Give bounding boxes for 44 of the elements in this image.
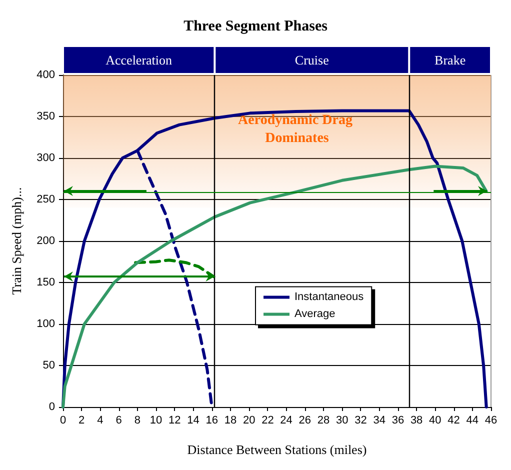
x-tick-label: 18 — [224, 414, 237, 426]
x-tick-label: 32 — [354, 414, 367, 426]
y-tick-label: 350 — [36, 110, 55, 122]
x-axis-title: Distance Between Stations (miles) — [187, 442, 367, 457]
y-tick-label: 250 — [36, 194, 55, 206]
x-tick-label: 26 — [298, 414, 312, 426]
text: Cruise — [294, 52, 330, 68]
x-tick-label: 16 — [206, 414, 218, 426]
band-label: Aerodynamic Drag Dominates — [238, 112, 356, 146]
x-tick-label: 20 — [242, 414, 256, 426]
text: Brake — [434, 52, 466, 68]
x-tick-label: 42 — [448, 414, 460, 426]
x-tick-label: 34 — [373, 414, 386, 426]
y-tick-label: 100 — [36, 318, 55, 330]
y-axis-title: Train Speed (mph)... — [9, 187, 24, 295]
line-series — [62, 164, 488, 408]
x-tick-label: 30 — [336, 414, 348, 426]
x-tick-label: 14 — [187, 414, 200, 426]
x-tick-label: 40 — [429, 414, 442, 426]
x-tick-label: 10 — [150, 414, 162, 426]
y-tick-label: 200 — [36, 235, 55, 247]
text: Acceleration — [106, 52, 173, 68]
x-tick-label: 4 — [97, 414, 104, 426]
x-tick-label: 46 — [484, 414, 498, 426]
x-tick-label: 8 — [134, 414, 140, 426]
x-tick-label: 12 — [168, 414, 181, 426]
chart-title: Three Segment Phases — [184, 18, 328, 34]
x-tick-label: 24 — [280, 414, 292, 426]
x-tick-label: 22 — [262, 414, 274, 426]
y-tick-label: 0 — [48, 401, 55, 413]
y-tick-label: 400 — [36, 69, 55, 81]
line-series — [62, 109, 488, 408]
x-tick-label: 38 — [410, 414, 423, 426]
legend-label: Average — [294, 308, 336, 320]
x-tick-label: 0 — [60, 414, 66, 426]
x-tick-label: 28 — [317, 414, 330, 426]
y-tick-label: 150 — [36, 276, 55, 288]
y-tick-label: 50 — [42, 360, 55, 372]
x-tick-label: 36 — [392, 414, 404, 426]
x-tick-label: 6 — [116, 414, 122, 426]
x-tick-label: 2 — [78, 414, 85, 426]
legend-label: Instantaneous — [294, 291, 364, 304]
x-tick-label: 44 — [466, 414, 479, 426]
y-tick-label: 300 — [36, 152, 55, 164]
